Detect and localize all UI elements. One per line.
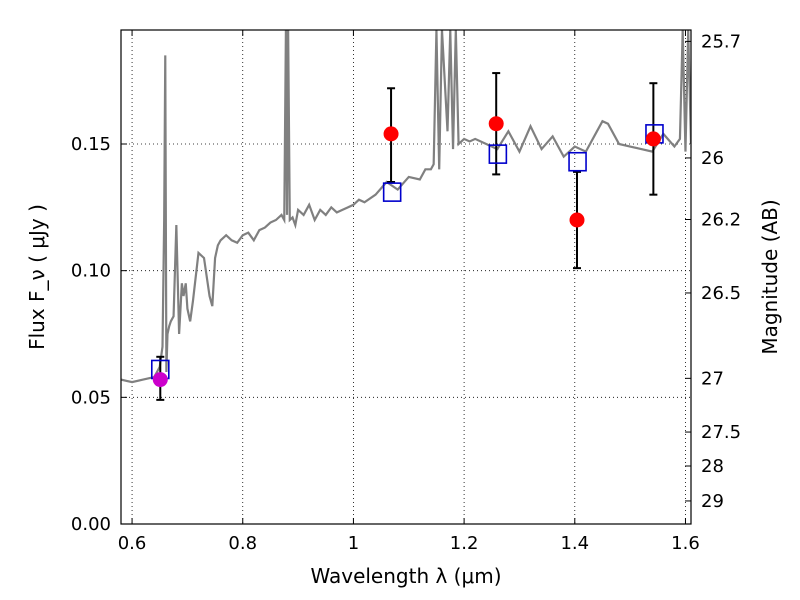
tick-layer (121, 30, 691, 525)
errorbar-layer (156, 72, 658, 401)
x-tick-label: 1.6 (671, 533, 700, 554)
observed-point (383, 126, 399, 142)
right-tick-label: 29 (701, 491, 724, 512)
x-tick-label: 1.4 (560, 533, 589, 554)
y-tick-label: 0.05 (71, 387, 111, 408)
x-tick-label: 0.8 (228, 533, 257, 554)
observed-point (152, 372, 168, 388)
observed-point (488, 116, 504, 132)
x-tick-label: 1.2 (450, 533, 479, 554)
observed-point (569, 212, 585, 228)
y-tick-label: 0.00 (71, 514, 111, 535)
plot-data-layer (121, 30, 691, 401)
right-tick-label: 26.2 (701, 209, 741, 230)
right-tick-label: 26.5 (701, 283, 741, 304)
right-tick-label: 26 (701, 148, 724, 169)
y-axis-title: Flux F_ν ( μJy ) (25, 204, 49, 350)
observed-photometry-points (152, 116, 661, 388)
model-photometry-square (568, 151, 587, 172)
x-axis-title: Wavelength λ (μm) (310, 564, 501, 588)
y-tick-label: 0.15 (71, 134, 111, 155)
grid-layer (121, 30, 691, 524)
tick-label-layer: 0.6 0.8 1 1.2 1.4 1.6 0.00 0.05 0.10 0.15 25.7 26 26… (71, 31, 741, 554)
observed-point (645, 131, 661, 147)
x-tick-label: 1 (348, 533, 359, 554)
model-photometry-squares (150, 124, 664, 380)
plot-frame (120, 29, 692, 525)
right-axis-title: Magnitude (AB) (758, 199, 782, 354)
model-spectrum-line (121, 30, 691, 384)
model-photometry-square (488, 144, 508, 164)
right-tick-label: 27 (701, 368, 724, 389)
x-tick-label: 0.6 (118, 533, 147, 554)
right-tick-label: 28 (701, 456, 724, 477)
right-tick-label: 27.5 (701, 422, 741, 443)
y-tick-label: 0.10 (71, 261, 111, 282)
model-photometry-square (382, 182, 402, 202)
right-tick-label: 25.7 (701, 31, 741, 52)
